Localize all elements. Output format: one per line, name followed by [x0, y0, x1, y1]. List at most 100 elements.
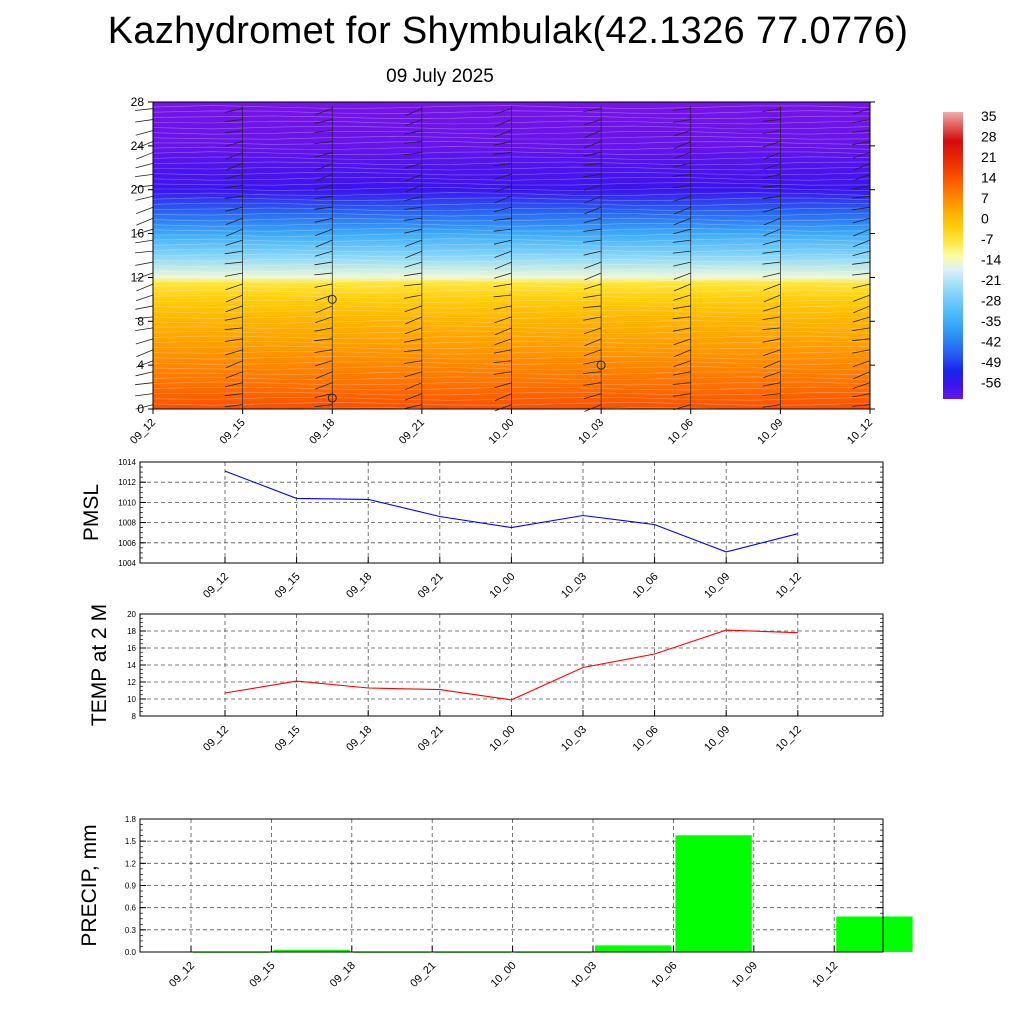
x-tick-label: 10_06 — [631, 724, 661, 754]
wind-barb — [493, 217, 512, 221]
wind-barb — [225, 294, 243, 303]
wind-barb — [852, 250, 871, 256]
wind-barb — [493, 349, 512, 354]
wind-barb — [135, 294, 154, 302]
wind-barb — [135, 228, 154, 235]
wind-barb — [762, 393, 781, 396]
wind-barb — [493, 294, 512, 298]
calm-marker — [327, 294, 337, 304]
wind-barb — [762, 316, 781, 320]
wind-barb — [673, 217, 691, 226]
y-tick-label: 0.6 — [125, 904, 137, 913]
wind-barb — [314, 206, 333, 210]
x-tick-label: 10_09 — [755, 417, 785, 447]
wind-barb — [314, 119, 333, 124]
y-tick-label: 1010 — [118, 498, 136, 507]
y-tick-label: 0 — [137, 402, 144, 416]
y-tick-label: 1014 — [118, 458, 136, 467]
wind-barb — [583, 108, 602, 112]
wind-barb — [673, 163, 691, 168]
x-tick-label: 10_09 — [702, 571, 732, 601]
wind-barb — [494, 393, 512, 401]
wind-barb — [314, 349, 333, 353]
wind-barb — [225, 305, 243, 313]
wind-barb — [314, 250, 333, 257]
wind-barb — [314, 360, 333, 367]
x-tick-label: 10_09 — [730, 960, 760, 990]
wind-barb — [762, 108, 781, 112]
wind-barb — [672, 305, 691, 310]
wind-barb — [404, 184, 423, 193]
wind-barb — [763, 163, 781, 170]
wind-barb — [225, 349, 243, 356]
wind-barb — [673, 360, 691, 367]
wind-barb — [493, 239, 512, 245]
wind-barb — [584, 141, 602, 148]
wind-barb — [673, 152, 691, 159]
wind-barb — [225, 360, 243, 369]
wind-barb — [673, 327, 691, 332]
wind-barb — [673, 294, 691, 301]
x-tick-label: 10_00 — [487, 417, 517, 447]
wind-barb — [404, 261, 422, 268]
colorbar-label: 7 — [981, 190, 989, 206]
wind-barb — [763, 217, 781, 226]
wind-barb — [135, 404, 154, 410]
x-tick-label: 10_03 — [559, 724, 589, 754]
wind-barb — [762, 382, 781, 387]
wind-barb — [404, 404, 422, 410]
wind-barb — [135, 195, 154, 201]
wind-barb — [673, 272, 691, 280]
x-tick-label: 10_12 — [810, 960, 840, 990]
x-tick-label: 09_12 — [201, 724, 231, 754]
panel-frame — [139, 613, 884, 717]
colorbar-label: -42 — [981, 334, 1001, 350]
x-tick-label: 10_06 — [649, 960, 679, 990]
wind-barb — [314, 393, 333, 399]
y-tick-label: 18 — [127, 627, 136, 636]
wind-barb — [314, 130, 333, 133]
wind-barb — [136, 152, 154, 160]
y-tick-label: 1006 — [118, 539, 136, 548]
x-tick-label: 09_12 — [201, 571, 231, 601]
wind-barb — [494, 261, 512, 270]
wind-barb — [583, 250, 602, 256]
y-tick-label: 1.5 — [125, 837, 137, 846]
wind-barb — [135, 173, 154, 177]
wind-barb — [135, 261, 154, 266]
wind-barb — [493, 228, 512, 232]
wind-barb — [762, 173, 781, 179]
wind-barb — [852, 184, 871, 190]
wind-barb — [583, 217, 602, 224]
wind-barb — [135, 272, 154, 280]
wind-barb — [135, 338, 154, 345]
x-tick-label: 09_15 — [273, 724, 303, 754]
wind-barb — [852, 349, 871, 354]
wind-barb — [762, 239, 781, 245]
wind-barb — [404, 239, 423, 247]
x-tick-label: 09_21 — [416, 724, 446, 754]
wind-barb — [762, 130, 781, 134]
wind-barb — [762, 206, 781, 213]
wind-barb — [852, 206, 871, 211]
wind-barb — [403, 141, 422, 144]
colorbar-label: -14 — [981, 252, 1001, 268]
wind-barb — [224, 108, 243, 113]
y-tick-label: 12 — [127, 678, 136, 687]
wind-barb — [852, 382, 871, 389]
wind-barb — [673, 371, 691, 376]
wind-barb — [136, 206, 154, 214]
x-tick-label: 10_09 — [702, 724, 732, 754]
x-tick-label: 09_15 — [273, 571, 303, 601]
x-tick-label: 10_06 — [666, 417, 696, 447]
temperature-colorbar: 35 28 21 14 7 0 -7 -14 -21 -28 -35 -42 -49 -56 — [943, 108, 1001, 399]
wind-barb — [852, 393, 871, 398]
wind-barb — [224, 404, 243, 408]
wind-barb — [315, 382, 333, 390]
y-axis-label: PRECIP, mm — [78, 824, 101, 946]
wind-barb — [584, 272, 602, 281]
wind-barb — [494, 327, 512, 336]
wind-barb — [224, 130, 243, 134]
wind-barb — [852, 327, 871, 331]
y-tick-label: 28 — [131, 95, 145, 109]
